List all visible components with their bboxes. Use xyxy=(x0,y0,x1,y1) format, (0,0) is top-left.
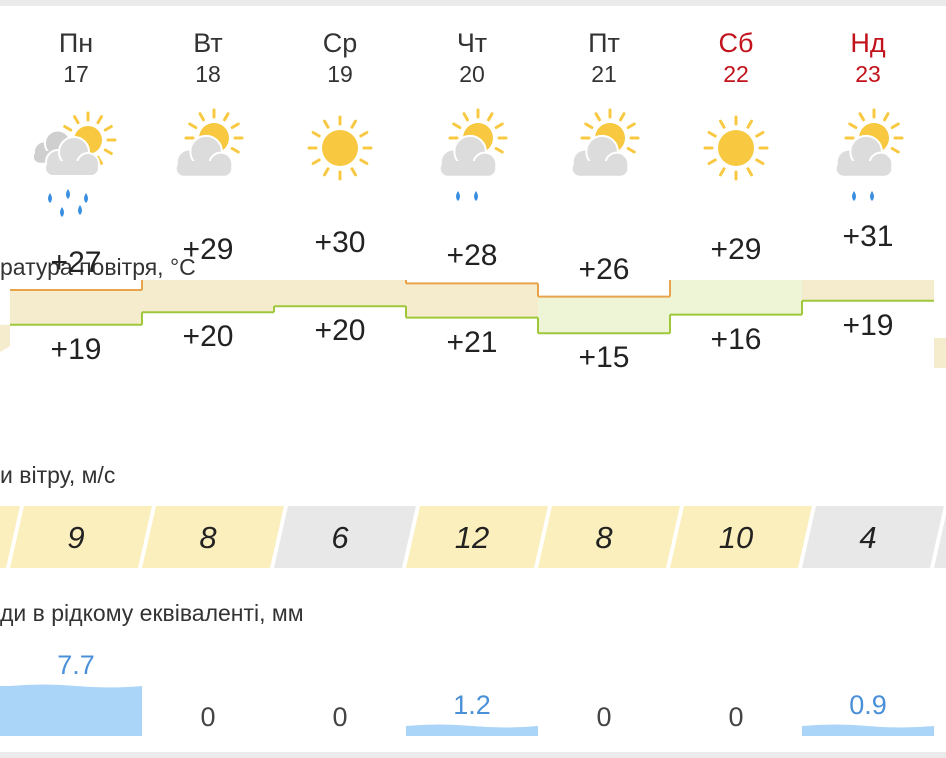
wind-speed: 8 xyxy=(199,520,217,555)
temperature-max: +26 xyxy=(578,252,630,286)
precipitation-bar xyxy=(406,724,538,736)
temperature-band-edge xyxy=(0,324,10,352)
sun-icon xyxy=(274,108,406,220)
day-header: Сб 22 xyxy=(670,26,802,88)
day-date: 23 xyxy=(855,61,881,87)
precipitation-amount: 0.9 xyxy=(849,690,887,720)
wind-speed: 8 xyxy=(595,520,613,555)
temperature-max: +30 xyxy=(314,226,366,260)
wind-cell xyxy=(274,506,416,568)
wind-label: и вітру, м/с xyxy=(0,462,116,488)
partly-cloudy-icon xyxy=(142,108,274,220)
partly-cloudy-icon xyxy=(538,108,670,220)
wind-cell xyxy=(802,506,944,568)
precipitation-bar xyxy=(10,684,142,736)
sun-shape xyxy=(703,115,769,181)
partly-cloudy-rain-icon xyxy=(10,108,142,220)
day-of-week: Чт xyxy=(456,28,488,58)
temperature-band xyxy=(274,280,406,307)
precipitation-amount: 0 xyxy=(332,702,348,732)
wind-band xyxy=(0,506,946,568)
precipitation-amount: 0 xyxy=(596,702,612,732)
wind-speed: 9 xyxy=(67,520,85,555)
precipitation-amount: 0 xyxy=(200,702,216,732)
day-date: 18 xyxy=(195,61,221,87)
precipitation-amount: 7.7 xyxy=(57,649,95,680)
temperature-min: +20 xyxy=(314,314,366,348)
cloud-shape xyxy=(175,134,234,177)
cloud-shape xyxy=(45,136,100,176)
day-of-week: Сб xyxy=(718,28,754,58)
temperature-band xyxy=(142,280,274,313)
temperature-band xyxy=(406,283,538,318)
day-header: Чт 20 xyxy=(406,26,538,88)
temperature-max: +28 xyxy=(446,239,498,273)
wind-cell xyxy=(10,506,152,568)
precipitation-amount: 0 xyxy=(728,702,744,732)
wind-speed: 6 xyxy=(331,520,349,555)
sun-icon xyxy=(670,108,802,220)
temperature-chart xyxy=(0,280,946,368)
wind-cell xyxy=(934,506,946,568)
precipitation-chart xyxy=(0,684,934,736)
temperature-min: +19 xyxy=(50,332,102,366)
cloud-shape xyxy=(571,134,630,177)
temperature-max: +29 xyxy=(182,232,234,266)
day-of-week: Пт xyxy=(588,28,620,58)
day-date: 20 xyxy=(459,61,485,87)
wind-speed: 4 xyxy=(859,520,877,555)
precipitation-label: ди в рідкому еквіваленті, мм xyxy=(0,600,304,626)
temperature-min: +20 xyxy=(182,320,234,354)
day-header: Пн 17 xyxy=(10,26,142,88)
day-of-week: Вт xyxy=(193,28,223,58)
temperature-band xyxy=(538,296,670,334)
temperature-band-edge xyxy=(934,338,946,368)
day-date: 17 xyxy=(63,61,89,87)
precipitation-bar xyxy=(802,724,934,736)
day-date: 21 xyxy=(591,61,617,87)
day-date: 19 xyxy=(327,61,353,87)
day-of-week: Нд xyxy=(850,28,886,58)
temperature-min: +21 xyxy=(446,325,498,359)
day-header: Вт 18 xyxy=(142,26,274,88)
temperature-min: +19 xyxy=(842,308,894,342)
wind-cell xyxy=(0,506,20,568)
wind-speed: 10 xyxy=(718,520,754,555)
day-date: 22 xyxy=(723,61,749,87)
temperature-min: +16 xyxy=(710,322,762,356)
day-header: Нд 23 xyxy=(802,26,934,88)
temperature-max: +31 xyxy=(842,219,894,253)
partly-cloudy-rain-icon xyxy=(802,108,934,220)
day-of-week: Пн xyxy=(58,28,94,58)
wind-cell xyxy=(142,506,284,568)
wind-cell xyxy=(538,506,680,568)
raindrops-shape xyxy=(456,191,478,201)
precipitation-amount: 1.2 xyxy=(453,690,491,720)
temperature-band xyxy=(670,280,802,315)
cloud-shape xyxy=(439,134,498,177)
wind-cell xyxy=(670,506,812,568)
wind-cell xyxy=(406,506,548,568)
raindrops-shape xyxy=(48,189,88,217)
wind-speed: 12 xyxy=(454,520,490,555)
sun-shape xyxy=(307,115,373,181)
temperature-band xyxy=(802,280,934,301)
bottom-divider xyxy=(0,752,946,758)
temperature-max: +27 xyxy=(50,246,102,279)
day-header: Ср 19 xyxy=(274,26,406,88)
day-of-week: Ср xyxy=(322,28,358,58)
cloud-shape xyxy=(835,134,894,177)
top-divider xyxy=(0,0,946,6)
temperature-band xyxy=(10,290,142,325)
partly-cloudy-rain-icon xyxy=(406,108,538,220)
temperature-label: ратура повітря, °C xyxy=(0,254,196,280)
temperature-max: +29 xyxy=(710,232,762,266)
precipitation-bar-edge xyxy=(0,686,10,736)
raindrops-shape xyxy=(852,191,874,201)
day-header: Пт 21 xyxy=(538,26,670,88)
temperature-min: +15 xyxy=(578,341,630,375)
